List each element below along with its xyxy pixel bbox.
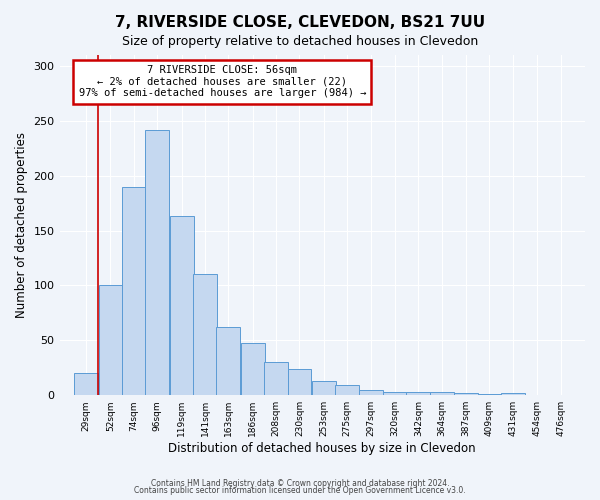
Bar: [335, 386, 359, 395]
X-axis label: Distribution of detached houses by size in Clevedon: Distribution of detached houses by size …: [169, 442, 476, 455]
Bar: [359, 390, 383, 395]
Bar: [478, 394, 502, 395]
Bar: [170, 216, 194, 395]
Text: Size of property relative to detached houses in Clevedon: Size of property relative to detached ho…: [122, 35, 478, 48]
Bar: [383, 392, 407, 395]
Text: 7 RIVERSIDE CLOSE: 56sqm
← 2% of detached houses are smaller (22)
97% of semi-de: 7 RIVERSIDE CLOSE: 56sqm ← 2% of detache…: [79, 65, 366, 98]
Bar: [74, 374, 98, 395]
Text: 7, RIVERSIDE CLOSE, CLEVEDON, BS21 7UU: 7, RIVERSIDE CLOSE, CLEVEDON, BS21 7UU: [115, 15, 485, 30]
Bar: [312, 381, 336, 395]
Bar: [241, 342, 265, 395]
Bar: [122, 186, 146, 395]
Bar: [145, 130, 169, 395]
Bar: [217, 327, 240, 395]
Y-axis label: Number of detached properties: Number of detached properties: [15, 132, 28, 318]
Bar: [287, 369, 311, 395]
Bar: [406, 392, 430, 395]
Bar: [264, 362, 288, 395]
Bar: [430, 392, 454, 395]
Text: Contains public sector information licensed under the Open Government Licence v3: Contains public sector information licen…: [134, 486, 466, 495]
Text: Contains HM Land Registry data © Crown copyright and database right 2024.: Contains HM Land Registry data © Crown c…: [151, 478, 449, 488]
Bar: [193, 274, 217, 395]
Bar: [98, 286, 122, 395]
Bar: [501, 393, 525, 395]
Bar: [454, 393, 478, 395]
